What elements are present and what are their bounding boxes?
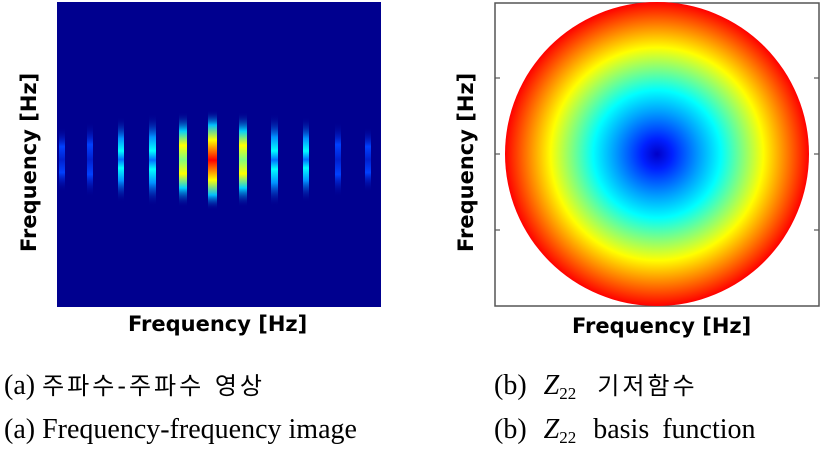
panel-b-image (494, 2, 820, 307)
panel-a-caption-prefix: (a) (4, 370, 36, 401)
panel-b-subscript: 22 (559, 384, 577, 403)
panel-b-caption-prefix: (b) (494, 370, 527, 401)
panel-a-x-axis-label: Frequency [Hz] (128, 312, 308, 336)
panel-b-caption-prefix-en: (b) (494, 414, 527, 445)
panel-b-caption-korean-text: 기저함수 (597, 372, 698, 400)
panel-b-subscript-en: 22 (559, 428, 577, 447)
panel-a-background (57, 2, 381, 307)
stripe (303, 117, 309, 202)
panel-b-symbol-en: Z (543, 414, 560, 445)
panel-a-caption-english-text: Frequency-frequency image (42, 414, 357, 445)
panel-b-caption-english-text: basis function (593, 414, 756, 445)
stripe (335, 122, 341, 197)
panel-b-caption-english: (b) Z22 basis function (494, 414, 756, 448)
panel-b-x-axis-label: Frequency [Hz] (572, 314, 752, 338)
stripe (179, 112, 187, 207)
basis-function-disk (505, 2, 809, 306)
panel-b-y-axis-label: Frequency [Hz] (454, 72, 478, 252)
panel-b-symbol: Z (543, 370, 560, 401)
panel-a-y-axis-label: Frequency [Hz] (17, 72, 41, 252)
stripe (149, 114, 156, 206)
panel-a-caption-korean: (a) 주파수-주파수 영상 (4, 366, 265, 402)
panel-a-caption-korean-text: 주파수-주파수 영상 (42, 372, 266, 400)
panel-a-caption-english: (a) Frequency-frequency image (4, 414, 357, 446)
stripe (87, 122, 93, 197)
panel-a-caption-prefix-en: (a) (4, 414, 36, 445)
panel-b-caption-korean: (b) Z22 기저함수 (494, 366, 698, 404)
stripe (271, 114, 278, 206)
panel-a-image (57, 2, 381, 307)
stripe (365, 127, 371, 192)
stripe (118, 117, 124, 202)
stripe (208, 110, 217, 210)
stripe (59, 127, 65, 192)
stripe (239, 112, 247, 207)
